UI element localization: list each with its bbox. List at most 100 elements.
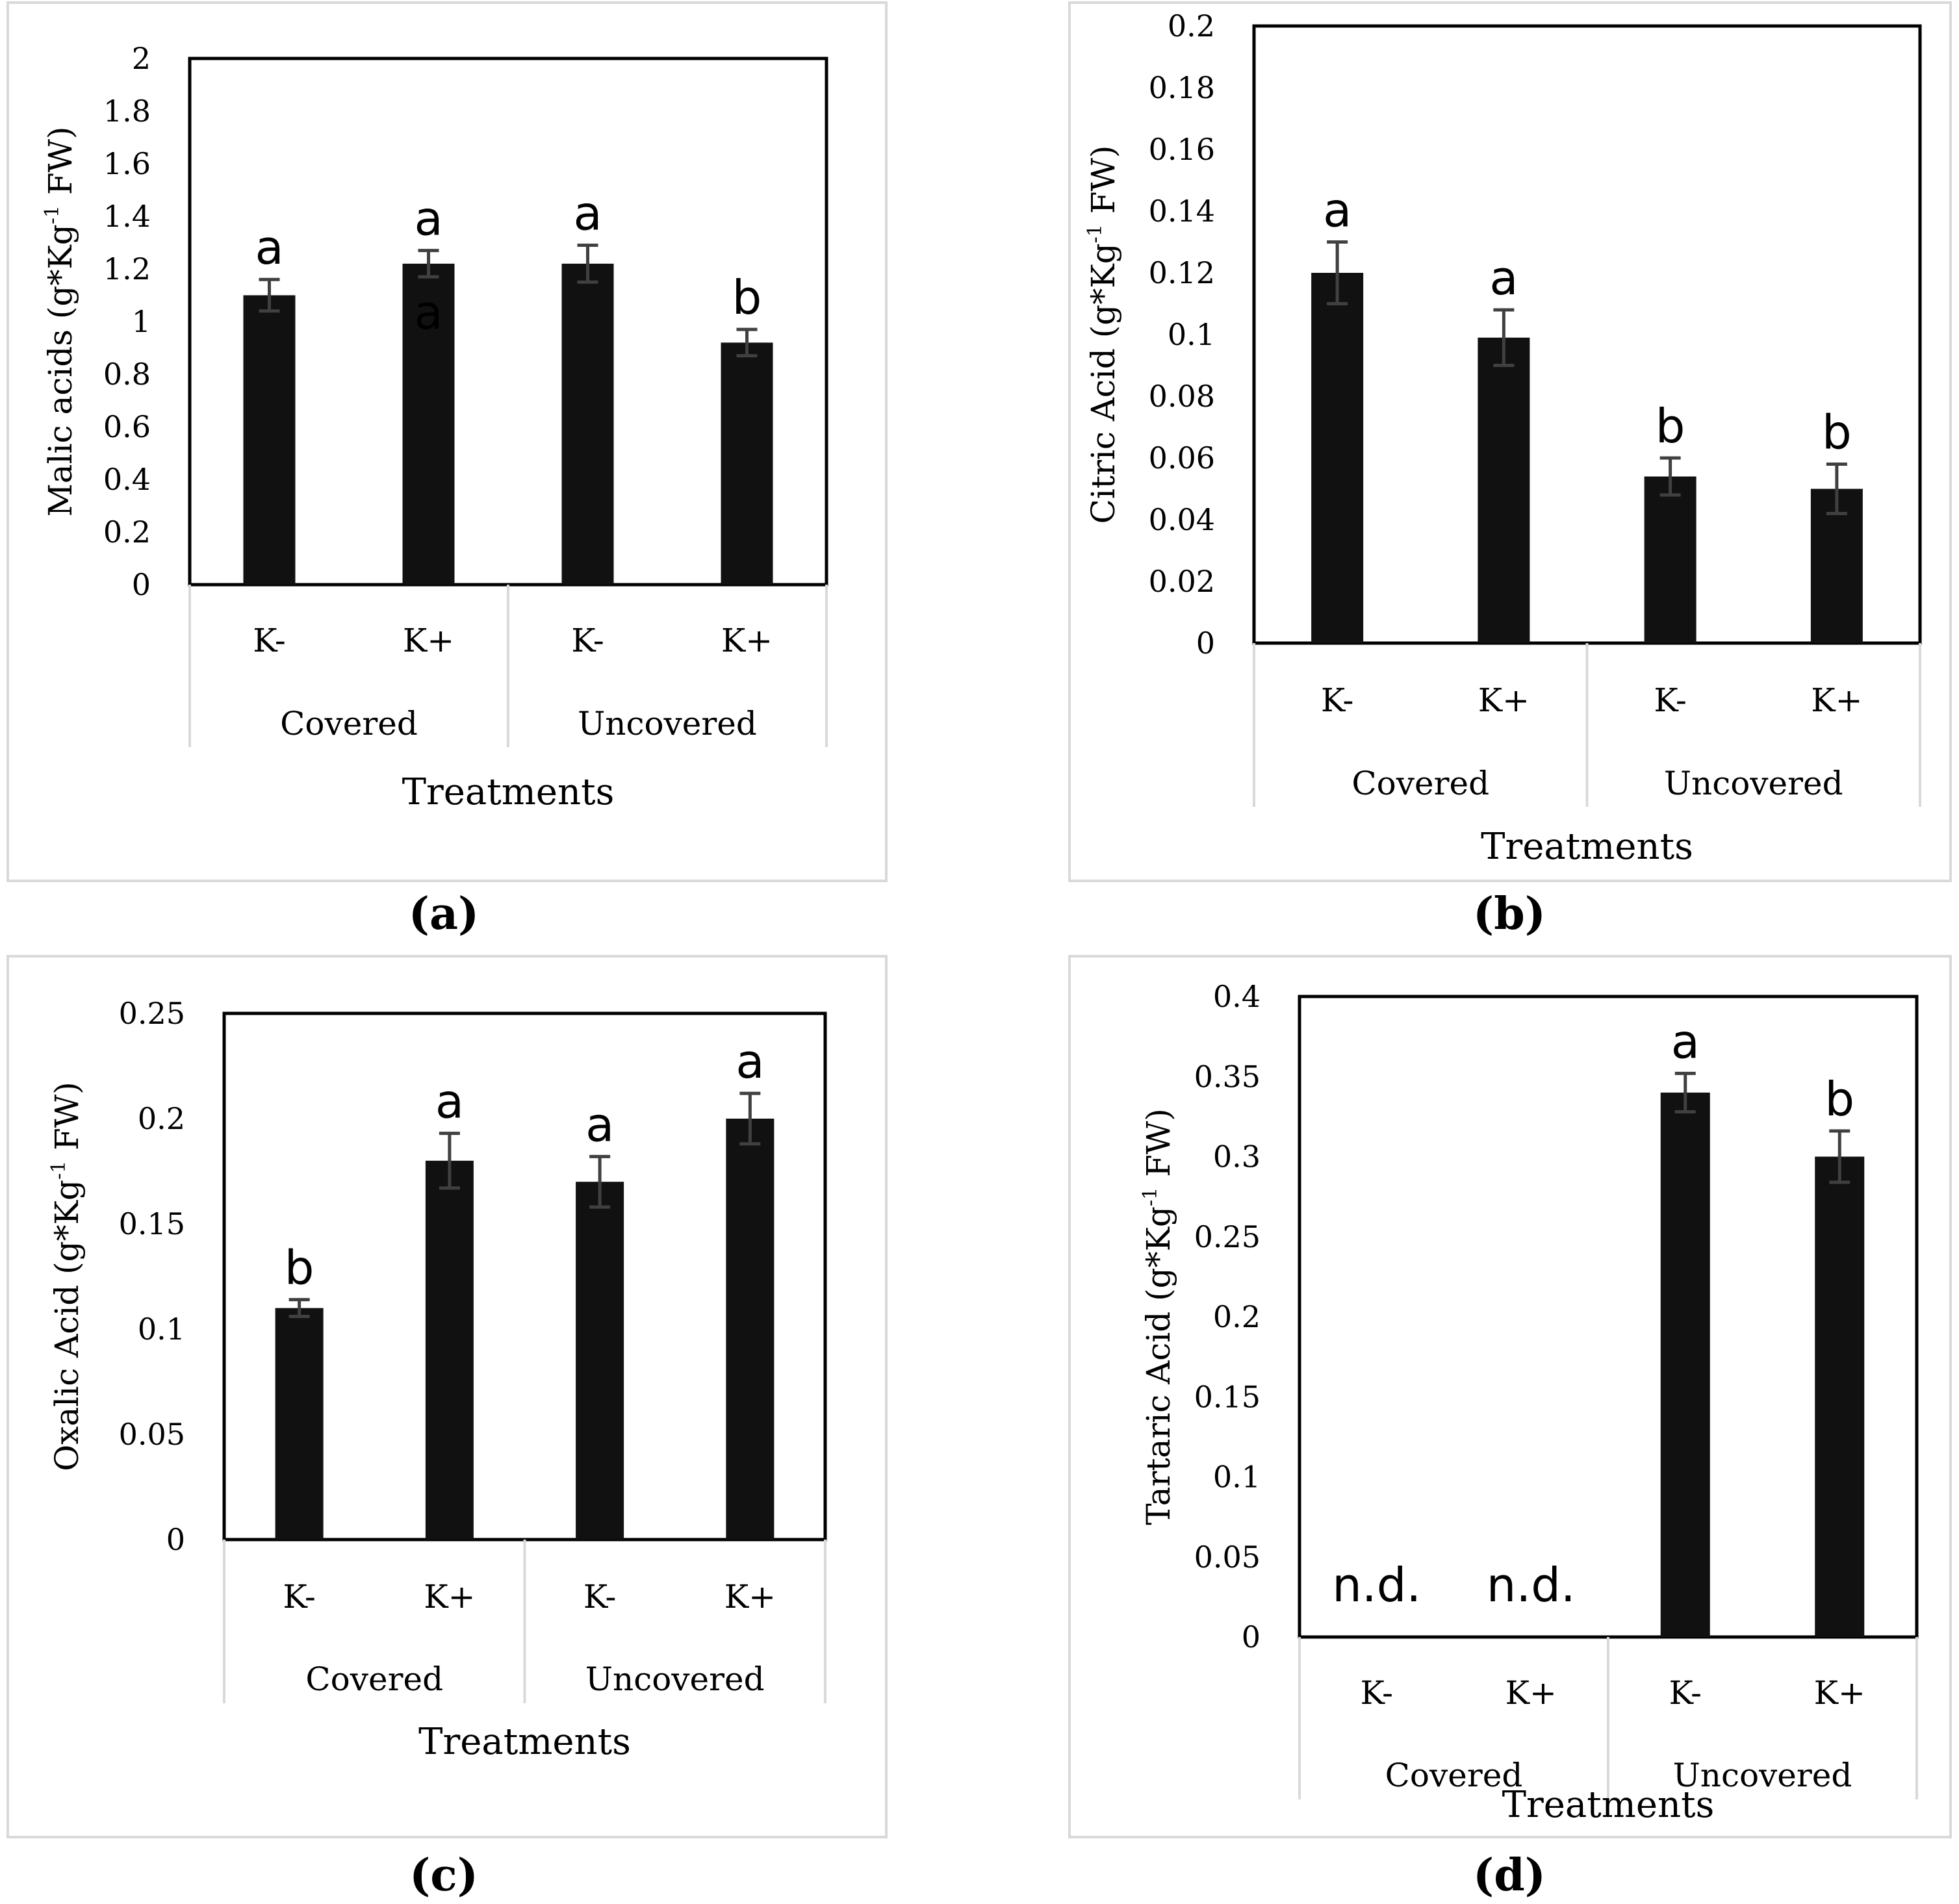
y-tick-label: 0.18 — [1149, 70, 1215, 105]
group-label: Uncovered — [578, 705, 757, 743]
group-label: Uncovered — [1673, 1757, 1852, 1794]
category-label: K+ — [721, 622, 773, 659]
bar — [576, 1182, 624, 1540]
group-label: Covered — [1351, 765, 1489, 802]
y-axis-title-sup: -1 — [41, 205, 64, 224]
extra-annotation: a — [414, 285, 442, 340]
y-tick-label: 0.35 — [1194, 1059, 1261, 1094]
bar — [1815, 1156, 1865, 1637]
y-tick-label: 0.05 — [1194, 1540, 1261, 1575]
panel-a: 0 0.2 0.4 0.6 0.8 1 1.2 1.4 1.6 1.8 2 Malic acids (… — [6, 1, 888, 940]
significance-letter: a — [573, 186, 602, 241]
y-tick-label: 0.25 — [119, 996, 185, 1031]
y-tick-label: 0.1 — [138, 1312, 185, 1347]
y-tick-label: 0 — [166, 1522, 185, 1557]
y-tick-label: 0 — [1196, 626, 1215, 661]
y-tick-label: 0.08 — [1149, 379, 1215, 414]
y-tick-label: 0.2 — [138, 1101, 185, 1136]
panel-c: 0 0.05 0.1 0.15 0.2 0.25 Oxalic Acid (g*Kg-1 F… — [6, 955, 888, 1901]
y-axis-title-main: Malic acids (g*Kg — [42, 224, 79, 516]
not-detected-label: n.d. — [1332, 1558, 1421, 1612]
bar — [726, 1119, 775, 1540]
y-axis-title-main: Citric Acid (g*Kg — [1084, 243, 1122, 524]
category-label: K- — [1321, 681, 1354, 719]
y-tick-label: 0.04 — [1149, 502, 1215, 537]
significance-letter: b — [1656, 399, 1685, 453]
y-tick-label: 0.25 — [1194, 1219, 1261, 1254]
category-label: K+ — [1478, 681, 1530, 719]
x-axis-title: Treatments — [1502, 1784, 1715, 1826]
y-tick-label: 1 — [132, 304, 151, 339]
y-tick-label: 0.2 — [1213, 1299, 1261, 1334]
y-axis-title-suffix: FW) — [42, 127, 79, 205]
category-label: K- — [283, 1578, 316, 1616]
bar — [243, 295, 296, 585]
y-tick-label: 0.15 — [1194, 1379, 1261, 1414]
y-axis-title: Citric Acid (g*Kg-1 FW) — [1084, 146, 1122, 524]
y-axis-title-sup: -1 — [1139, 1187, 1162, 1206]
y-tick-label: 0.02 — [1149, 564, 1215, 599]
y-tick-label: 0.3 — [1213, 1139, 1261, 1174]
significance-letter: a — [585, 1097, 614, 1152]
y-axis-title-main: Oxalic Acid (g*Kg — [48, 1180, 86, 1471]
category-label: K- — [1654, 681, 1687, 719]
bar — [1311, 273, 1364, 643]
significance-letter: a — [1671, 1014, 1700, 1069]
category-label: K- — [253, 622, 286, 659]
bar — [425, 1160, 474, 1540]
category-label: K- — [571, 622, 604, 659]
bar — [275, 1308, 324, 1540]
significance-letter: a — [255, 220, 283, 275]
x-axis-title: Treatments — [402, 771, 615, 813]
y-axis-title: Tartaric Acid (g*Kg-1 FW) — [1139, 1108, 1177, 1525]
not-detected-label: n.d. — [1487, 1558, 1576, 1612]
x-axis-title: Treatments — [418, 1721, 631, 1763]
group-label: Covered — [305, 1660, 443, 1698]
panel-caption: (a) — [409, 888, 479, 940]
panel-d: 0 0.05 0.1 0.15 0.2 0.25 0.3 0.35 0.4 Tartaric Ac… — [1068, 955, 1952, 1901]
group-label: Uncovered — [1664, 765, 1843, 802]
y-tick-label: 0.4 — [103, 462, 151, 497]
y-tick-label: 0.4 — [1213, 979, 1261, 1014]
significance-letter: b — [1822, 405, 1852, 460]
y-tick-label: 1.8 — [103, 94, 151, 129]
y-tick-label: 0.2 — [103, 514, 151, 550]
y-tick-label: 0.12 — [1149, 255, 1215, 290]
significance-letter: b — [285, 1241, 314, 1295]
panel-caption: (b) — [1473, 888, 1546, 940]
y-tick-label: 0.1 — [1213, 1460, 1261, 1495]
category-label: K+ — [1814, 1674, 1865, 1712]
y-axis-title-sup: -1 — [1084, 224, 1107, 243]
bar — [1478, 337, 1530, 643]
y-axis-title-suffix: FW) — [1084, 146, 1122, 224]
y-tick-label: 0 — [1242, 1619, 1261, 1655]
group-label: Uncovered — [585, 1660, 765, 1698]
category-label: K- — [583, 1578, 617, 1616]
panel-caption: (c) — [409, 1849, 478, 1901]
y-tick-label: 1.4 — [103, 199, 151, 234]
significance-letter: a — [1489, 251, 1518, 305]
y-tick-label: 0 — [132, 567, 151, 602]
significance-letter: b — [732, 270, 762, 325]
bar — [402, 263, 455, 585]
y-axis-title: Malic acids (g*Kg-1 FW) — [41, 127, 79, 517]
x-axis-title: Treatments — [1481, 826, 1693, 868]
y-tick-label: 1.2 — [103, 251, 151, 286]
y-tick-label: 1.6 — [103, 146, 151, 181]
y-tick-label: 0.16 — [1149, 132, 1215, 167]
y-tick-label: 2 — [132, 41, 151, 76]
y-axis-title-suffix: FW) — [1140, 1108, 1177, 1187]
y-axis-title-suffix: FW) — [48, 1082, 86, 1160]
group-label: Covered — [1385, 1757, 1523, 1794]
category-label: K+ — [424, 1578, 475, 1616]
panel-border — [1068, 955, 1952, 1838]
bar — [1660, 1092, 1710, 1637]
y-tick-label: 0.14 — [1149, 194, 1215, 229]
category-label: K- — [1669, 1674, 1702, 1712]
y-tick-label: 0.1 — [1168, 317, 1215, 352]
bar — [721, 342, 773, 585]
y-tick-label: 0.2 — [1168, 8, 1215, 44]
y-tick-label: 0.15 — [119, 1206, 185, 1241]
significance-letter: a — [414, 192, 442, 246]
